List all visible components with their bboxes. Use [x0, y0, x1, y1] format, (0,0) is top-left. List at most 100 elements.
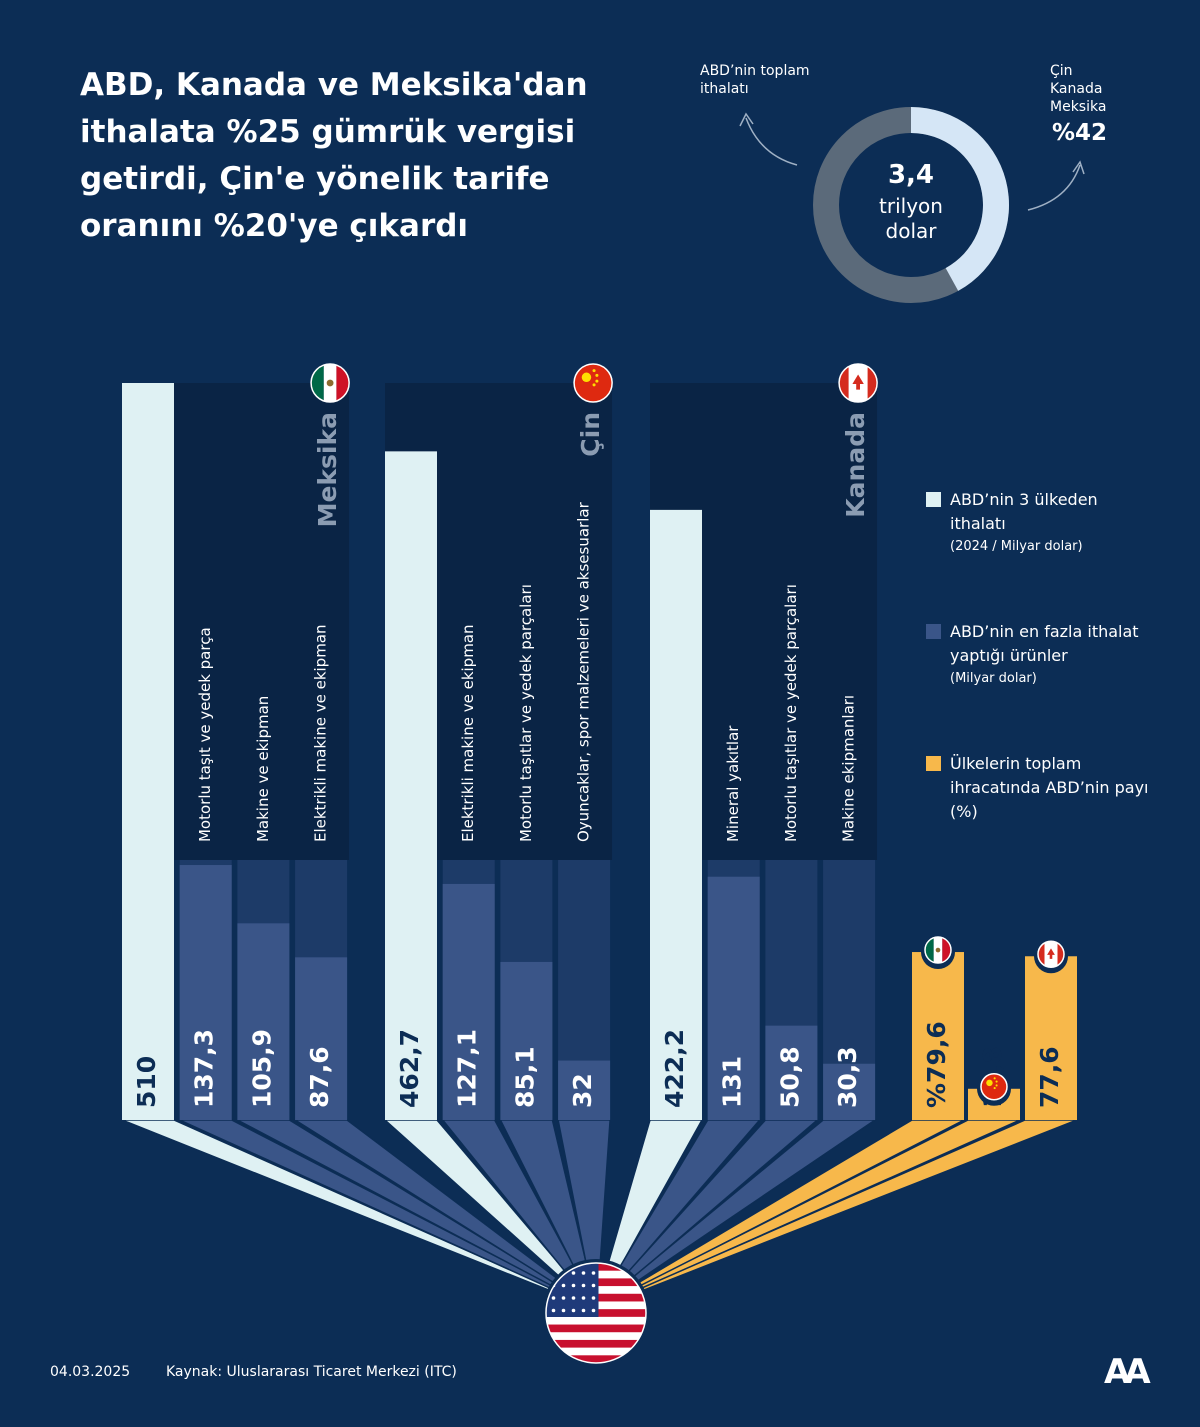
value-label: 462,7 [395, 1029, 424, 1108]
donut-center-unit: trilyon dolar [879, 194, 943, 243]
flag [925, 937, 951, 964]
legend-item: Ülkelerin toplam ihracatında ABD’nin pay… [950, 752, 1150, 824]
product-label: Mineral yakıtlar [724, 725, 742, 842]
export-bar [912, 952, 964, 1120]
flag-part [1038, 941, 1045, 968]
legend-unit: (Milyar dolar) [950, 671, 1037, 686]
product-bar [237, 923, 290, 1120]
logo: AA [1104, 1352, 1151, 1392]
donut-value-label: %42 [1052, 120, 1108, 146]
value-label: 137,3 [190, 1029, 219, 1108]
flag-part [995, 1080, 998, 1083]
value-label: 30,3 [833, 1046, 862, 1108]
flag-part [591, 1283, 596, 1288]
value-label: 85,1 [510, 1046, 539, 1108]
arrow [745, 117, 798, 166]
country-label: Kanada [841, 412, 870, 518]
product-label: Motorlu taşıtlar ve yedek parçaları [782, 584, 800, 842]
flag-part [546, 1332, 646, 1341]
flag-part [546, 1355, 646, 1363]
flag-part [852, 374, 864, 390]
flag-part [925, 937, 934, 964]
value-label: 77,6 [1035, 1046, 1064, 1108]
value-label: 127,1 [453, 1029, 482, 1108]
flag-part [581, 1271, 586, 1275]
flag-part [595, 373, 599, 377]
value-label: %79,6 [922, 1021, 951, 1108]
donut-center-value: 3,4 [887, 160, 935, 190]
flag-part [993, 1087, 996, 1090]
legend-label: ABD’nin 3 ülkeden ithalatı [950, 490, 1098, 533]
value-label: 32 [568, 1073, 597, 1108]
import-bar [385, 451, 437, 1120]
arrow [1027, 164, 1081, 211]
flag [574, 364, 613, 402]
flag-part [581, 1308, 586, 1313]
product-label: Makine ve ekipman [254, 696, 272, 842]
flag-part [581, 372, 592, 383]
country-label: Meksika [313, 412, 342, 527]
legend-item: ABD’nin en fazla ithalat yaptığı ürünler… [950, 620, 1150, 690]
product-bar [295, 957, 348, 1120]
product-label: Elektrikli makine ve ekipman [459, 624, 477, 842]
flag-part [1047, 948, 1055, 959]
product-label: Motorlu taşıtlar ve yedek parçaları [517, 584, 535, 842]
flag-part [595, 379, 599, 383]
product-label: Makine ekipmanları [840, 695, 858, 842]
product-label: Motorlu taşıt ve yedek parça [196, 627, 214, 842]
flag [839, 364, 878, 402]
product-bar [442, 883, 495, 1120]
title: ABD, Kanada ve Meksika'dan ithalata %25 … [80, 67, 588, 244]
flag-part [581, 1296, 586, 1300]
flag-part [942, 937, 951, 964]
flag-ring [980, 1073, 1008, 1101]
value-label: 422,2 [660, 1029, 689, 1108]
flag-part [592, 369, 596, 373]
flag-part [839, 364, 849, 402]
flag-part [591, 1308, 596, 1313]
flag-ring [838, 363, 878, 403]
flag-part [986, 1079, 993, 1087]
flag-part [551, 1308, 556, 1313]
legend-unit: (2024 / Milyar dolar) [950, 539, 1083, 554]
flag-part [581, 1283, 586, 1288]
product-bar [823, 1063, 876, 1120]
flag-part [591, 1271, 596, 1275]
flag-part [1057, 941, 1064, 968]
product-label: Elektrikli makine ve ekipman [312, 624, 330, 842]
flag-part [326, 379, 334, 387]
value-label: 131 [718, 1056, 747, 1108]
product-bar [765, 1025, 818, 1120]
donut-total-label: ABD’nin toplam ithalatı [700, 63, 810, 97]
legend-swatch [926, 624, 941, 639]
flag-part [561, 1308, 566, 1313]
flag-part [561, 1283, 566, 1288]
date: 04.03.2025 [50, 1364, 131, 1380]
flag-part [551, 1296, 556, 1300]
flag-part [571, 1271, 576, 1275]
arrow-head [739, 112, 754, 127]
flag-part [546, 1347, 646, 1356]
flag-part [546, 1339, 646, 1349]
country-label: Çin [576, 412, 605, 457]
product-bar [707, 876, 760, 1120]
flag-part [592, 383, 596, 387]
flag-part [571, 1308, 576, 1313]
export-bar [1025, 956, 1077, 1120]
flag-ring [573, 363, 613, 403]
donut-segment-label: Çin Kanada Meksika [1050, 63, 1107, 115]
arrow-head [1072, 160, 1085, 175]
flag-part [993, 1077, 996, 1080]
donut-segment [911, 107, 1009, 291]
legend-swatch [926, 756, 941, 771]
product-bar [558, 1060, 611, 1120]
flag-part [591, 1296, 596, 1300]
source: Kaynak: Uluslararası Ticaret Merkezi (IT… [166, 1364, 457, 1380]
legend-swatch [926, 492, 941, 507]
flag-ring [1037, 940, 1065, 969]
flag-part [935, 947, 941, 953]
flag-part [571, 1283, 576, 1288]
flag-part [546, 1316, 646, 1326]
flag-ring [545, 1262, 647, 1364]
